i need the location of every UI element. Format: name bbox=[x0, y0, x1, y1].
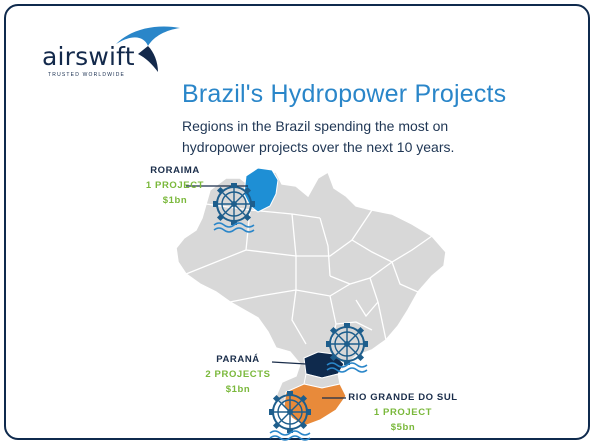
label-roraima: RORAIMA 1 PROJECT $1bn bbox=[140, 163, 210, 208]
region-name: RIO GRANDE DO SUL bbox=[348, 392, 458, 403]
region-amount: $1bn bbox=[225, 384, 251, 395]
label-rio-grande-do-sul: RIO GRANDE DO SUL 1 PROJECT $5bn bbox=[338, 390, 468, 435]
brazil-outline bbox=[175, 170, 447, 419]
region-projects: 1 PROJECT bbox=[145, 180, 205, 191]
region-amount: $1bn bbox=[162, 195, 188, 206]
page-title: Brazil's Hydropower Projects bbox=[182, 80, 507, 108]
page-subtitle: Regions in the Brazil spending the most … bbox=[182, 116, 542, 158]
label-parana: PARANÁ 2 PROJECTS $1bn bbox=[198, 352, 278, 397]
brand-wordmark: airswift bbox=[42, 42, 135, 71]
state-borders bbox=[185, 203, 433, 347]
region-name: RORAIMA bbox=[150, 165, 200, 176]
subtitle-line-1: Regions in the Brazil spending the most … bbox=[182, 118, 449, 134]
region-projects: 1 PROJECT bbox=[373, 407, 433, 418]
region-projects: 2 PROJECTS bbox=[205, 369, 271, 380]
region-amount: $5bn bbox=[390, 422, 416, 433]
airswift-logo: airswift TRUSTED WORLDWIDE bbox=[40, 22, 190, 82]
leader-lines bbox=[186, 185, 346, 399]
region-rio-grande-do-sul bbox=[283, 383, 347, 427]
swift-bird-icon bbox=[116, 26, 180, 72]
region-name: PARANÁ bbox=[216, 354, 260, 365]
brand-tagline: TRUSTED WORLDWIDE bbox=[48, 72, 126, 78]
subtitle-line-2: hydropower projects over the next 10 yea… bbox=[182, 139, 455, 155]
